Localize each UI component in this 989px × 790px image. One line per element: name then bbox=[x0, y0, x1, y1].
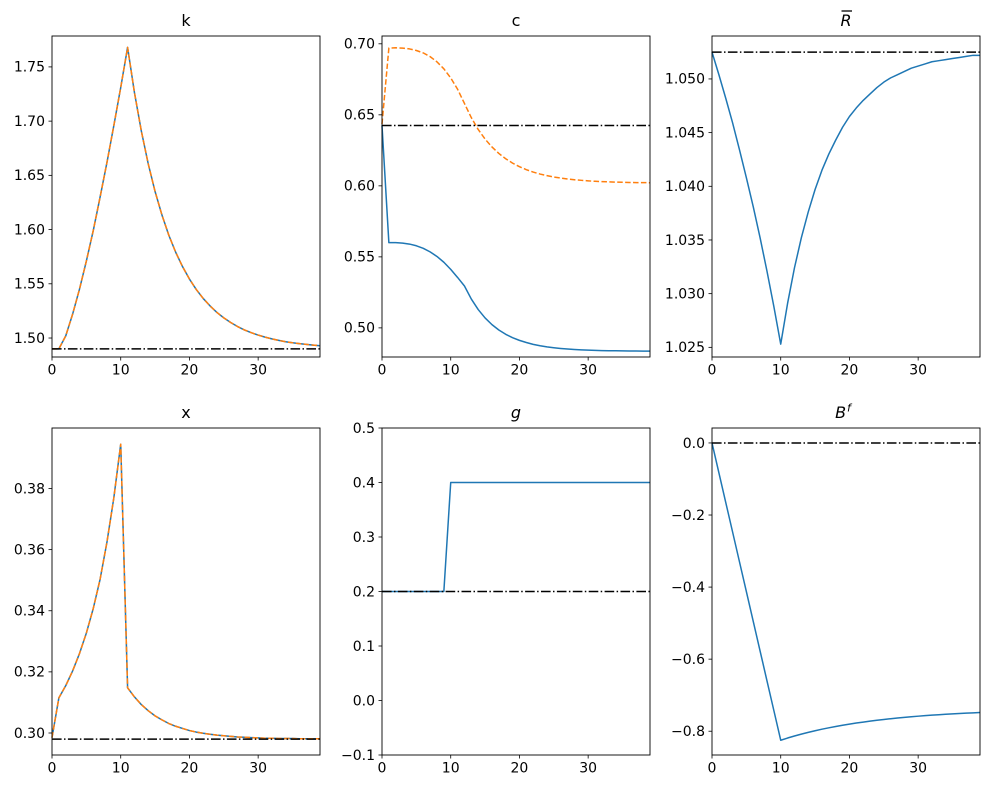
y-tick-label: −0.6 bbox=[671, 652, 705, 668]
x-tick-label: 30 bbox=[909, 761, 927, 777]
y-tick-label: −0.2 bbox=[671, 508, 705, 524]
series-alternative-line bbox=[381, 47, 651, 184]
x-tick-label: 0 bbox=[378, 761, 387, 777]
series-baseline-line bbox=[51, 443, 320, 740]
x-tick-label: 30 bbox=[579, 363, 597, 379]
x-tick-label: 10 bbox=[112, 761, 130, 777]
subplot-bf-svg: 0 10 20 30 0.0 −0.2 −0.4 −0.6 −0.8 Bf bbox=[671, 402, 981, 777]
series-alternative-line bbox=[52, 46, 321, 350]
x-tick-label: 0 bbox=[708, 363, 717, 379]
y-tick-label: 1.70 bbox=[14, 114, 45, 130]
y-tick-label: 0.30 bbox=[14, 726, 45, 742]
subplot-x-svg: 0 10 20 30 0.30 0.32 0.34 0.36 0.38 x bbox=[14, 403, 321, 777]
y-tick-label: 0.55 bbox=[344, 250, 375, 266]
y-tick-label: −0.4 bbox=[671, 580, 705, 596]
subplot-x: 0 10 20 30 0.30 0.32 0.34 0.36 0.38 x bbox=[0, 395, 330, 790]
subplot-title: c bbox=[512, 11, 521, 30]
axes-spines bbox=[51, 427, 321, 756]
subplot-title: R bbox=[840, 11, 851, 30]
y-tick-label: 0.0 bbox=[353, 693, 375, 709]
y-tick-label: −0.8 bbox=[671, 724, 705, 740]
y-tick-label: 1.035 bbox=[665, 233, 705, 249]
y-tick-label: 0.38 bbox=[14, 481, 45, 497]
subplot-title: x bbox=[181, 403, 190, 422]
x-tick-label: 10 bbox=[772, 761, 790, 777]
y-tick-label: 1.55 bbox=[14, 277, 45, 293]
subplot-k: 0 10 20 30 1.50 1.55 1.60 1.65 1.70 1.75 k bbox=[0, 0, 330, 395]
subplot-k-svg: 0 10 20 30 1.50 1.55 1.60 1.65 1.70 1.75 k bbox=[14, 11, 321, 379]
series-baseline-line bbox=[382, 481, 650, 593]
subplot-bf: 0 10 20 30 0.0 −0.2 −0.4 −0.6 −0.8 Bf bbox=[660, 395, 989, 790]
x-tick-label: 30 bbox=[909, 363, 927, 379]
axes-spines bbox=[381, 35, 651, 358]
subplot-title: g bbox=[511, 403, 521, 422]
x-tick-label: 10 bbox=[772, 363, 790, 379]
x-tick-label: 20 bbox=[181, 363, 199, 379]
axes-spines bbox=[381, 427, 651, 756]
x-tick-label: 20 bbox=[511, 761, 529, 777]
y-tick-label: 0.1 bbox=[353, 639, 375, 655]
axes-spines bbox=[51, 35, 321, 358]
y-tick-label: 0.65 bbox=[344, 108, 375, 124]
y-tick-label: 1.050 bbox=[665, 72, 705, 88]
y-tick-label: 0.36 bbox=[14, 542, 45, 558]
y-tick-label: 0.60 bbox=[344, 179, 375, 195]
y-tick-label: 0.34 bbox=[14, 604, 45, 620]
axes-spines bbox=[711, 35, 981, 358]
y-tick-label: 1.030 bbox=[665, 286, 705, 302]
series-baseline-line bbox=[52, 46, 321, 350]
x-tick-label: 0 bbox=[378, 363, 387, 379]
x-tick-label: 10 bbox=[442, 363, 460, 379]
subplot-c: 0 10 20 30 0.50 0.55 0.60 0.65 0.70 c bbox=[330, 0, 660, 395]
subplot-title: Bf bbox=[835, 402, 853, 423]
x-tick-label: 20 bbox=[841, 761, 859, 777]
subplot-rbar-svg: 0 10 20 30 1.025 1.030 1.035 1.040 1.045 1.050 R bbox=[665, 10, 981, 379]
axes-spines bbox=[711, 427, 981, 756]
y-tick-label: 0.0 bbox=[683, 436, 705, 452]
subplot-c-svg: 0 10 20 30 0.50 0.55 0.60 0.65 0.70 c bbox=[344, 11, 651, 379]
subplot-g-svg: 0 10 20 30 −0.1 0.0 0.1 0.2 0.3 0.4 0.5 g bbox=[341, 403, 651, 777]
y-tick-label: 1.040 bbox=[665, 179, 705, 195]
series-baseline-line bbox=[381, 125, 650, 352]
y-tick-label: 1.50 bbox=[14, 331, 45, 347]
x-tick-label: 0 bbox=[708, 761, 717, 777]
x-tick-label: 10 bbox=[112, 363, 130, 379]
x-tick-label: 0 bbox=[48, 363, 57, 379]
x-tick-label: 30 bbox=[249, 761, 267, 777]
y-tick-label: 1.75 bbox=[14, 60, 45, 76]
y-tick-label: 1.60 bbox=[14, 222, 45, 238]
x-tick-label: 20 bbox=[181, 761, 199, 777]
x-tick-label: 20 bbox=[511, 363, 529, 379]
x-tick-label: 30 bbox=[249, 363, 267, 379]
series-alternative-line bbox=[51, 443, 320, 740]
x-tick-label: 20 bbox=[841, 363, 859, 379]
subplot-title: k bbox=[181, 11, 191, 30]
subplot-g: 0 10 20 30 −0.1 0.0 0.1 0.2 0.3 0.4 0.5 g bbox=[330, 395, 660, 790]
y-tick-label: 0.2 bbox=[353, 584, 375, 600]
y-tick-label: −0.1 bbox=[341, 748, 375, 764]
series-baseline-line bbox=[711, 51, 980, 345]
y-tick-label: 1.045 bbox=[665, 125, 705, 141]
y-tick-label: 0.50 bbox=[344, 321, 375, 337]
y-tick-label: 0.32 bbox=[14, 665, 45, 681]
y-tick-label: 1.025 bbox=[665, 340, 705, 356]
x-tick-label: 0 bbox=[48, 761, 57, 777]
y-tick-label: 0.70 bbox=[344, 37, 375, 53]
y-tick-label: 0.4 bbox=[353, 475, 375, 491]
x-tick-label: 10 bbox=[442, 761, 460, 777]
y-tick-label: 1.65 bbox=[14, 168, 45, 184]
y-tick-label: 0.5 bbox=[353, 421, 375, 437]
subplot-rbar: 0 10 20 30 1.025 1.030 1.035 1.040 1.045 1.050 R bbox=[660, 0, 989, 395]
series-baseline-line bbox=[711, 442, 981, 741]
y-tick-label: 0.3 bbox=[353, 530, 375, 546]
x-tick-label: 30 bbox=[579, 761, 597, 777]
